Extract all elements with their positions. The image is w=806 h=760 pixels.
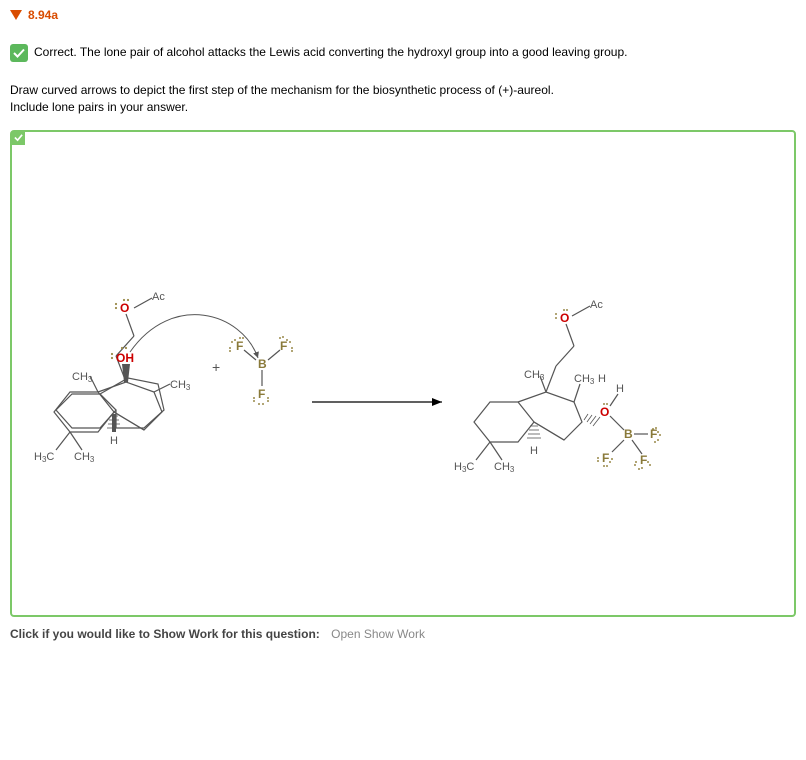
check-icon <box>10 44 28 62</box>
svg-text:CH3: CH3 <box>170 379 191 392</box>
instruction-line-1: Draw curved arrows to depict the first s… <box>10 83 554 97</box>
svg-text:Ac: Ac <box>590 299 603 311</box>
svg-text:CH3: CH3 <box>574 373 595 386</box>
svg-text:F: F <box>258 387 265 401</box>
plus-sign: + <box>212 359 220 375</box>
svg-text:F: F <box>236 339 243 353</box>
svg-text:H3C: H3C <box>34 451 54 464</box>
question-number: 8.94a <box>28 8 58 22</box>
svg-text:B: B <box>624 427 633 441</box>
svg-text:CH3: CH3 <box>74 451 95 464</box>
svg-text:H: H <box>616 383 624 395</box>
reaction-diagram: O Ac OH CH3 CH3 H3C CH3 H <box>12 132 794 615</box>
svg-text:OH: OH <box>116 351 134 365</box>
left-molecule: O Ac OH CH3 CH3 H3C CH3 H <box>34 291 191 464</box>
ac-label: Ac <box>152 291 165 303</box>
svg-text:F: F <box>280 339 287 353</box>
svg-text:H: H <box>110 435 118 447</box>
collapse-triangle-icon <box>10 10 22 20</box>
svg-text:CH3: CH3 <box>524 369 545 382</box>
svg-text:H: H <box>530 445 538 457</box>
feedback-text: Correct. The lone pair of alcohol attack… <box>34 44 627 61</box>
svg-text:O: O <box>560 311 569 325</box>
oxygen-label: O <box>120 301 129 315</box>
answer-box-wrap: O Ac OH CH3 CH3 H3C CH3 H <box>10 130 796 617</box>
svg-text:F: F <box>602 451 609 465</box>
show-work-row: Click if you would like to Show Work for… <box>10 627 796 641</box>
question-header[interactable]: 8.94a <box>10 8 796 22</box>
bf3-reagent: B F F F <box>229 336 293 405</box>
instruction-line-2: Include lone pairs in your answer. <box>10 100 188 114</box>
feedback-explanation: The lone pair of alcohol attacks the Lew… <box>80 45 628 59</box>
answer-box[interactable]: O Ac OH CH3 CH3 H3C CH3 H <box>10 130 796 617</box>
feedback-status: Correct. <box>34 45 77 59</box>
show-work-link[interactable]: Open Show Work <box>331 627 425 641</box>
svg-text:O: O <box>600 405 609 419</box>
feedback-row: Correct. The lone pair of alcohol attack… <box>10 44 796 62</box>
svg-text:CH3: CH3 <box>72 371 93 384</box>
svg-text:CH3: CH3 <box>494 461 515 474</box>
svg-text:H: H <box>598 373 606 385</box>
instruction-text: Draw curved arrows to depict the first s… <box>10 82 796 116</box>
show-work-label: Click if you would like to Show Work for… <box>10 627 320 641</box>
boron-label: B <box>258 357 267 371</box>
right-molecule: O H B F F F <box>454 299 661 474</box>
svg-text:F: F <box>640 453 647 467</box>
oh-label: OH <box>116 351 134 365</box>
svg-text:H3C: H3C <box>454 461 474 474</box>
